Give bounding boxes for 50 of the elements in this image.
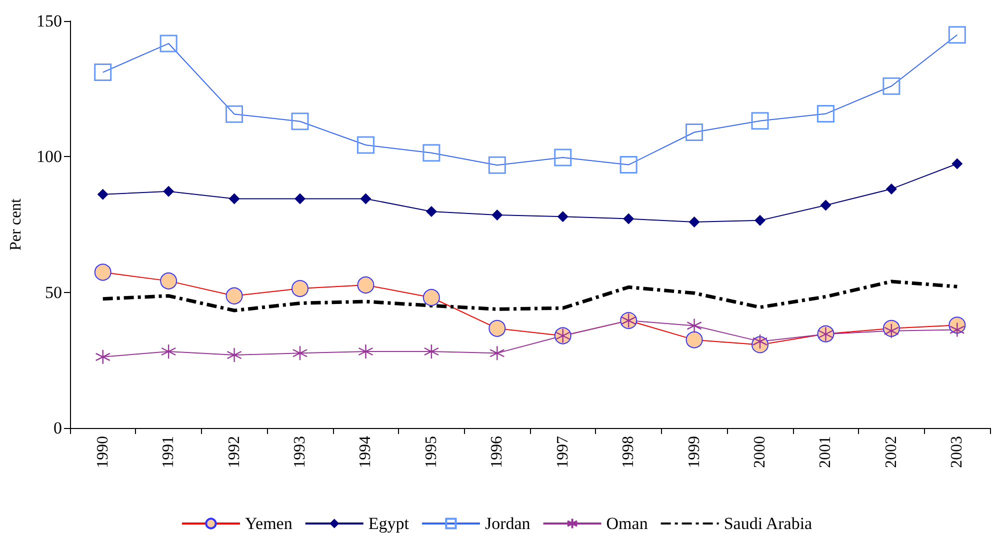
point [426, 206, 437, 217]
point [97, 188, 108, 200]
point [952, 158, 963, 170]
point [886, 183, 897, 194]
point [226, 347, 242, 363]
x-tick-label: 1995 [422, 436, 440, 468]
x-tick-label: 2003 [948, 436, 966, 468]
point [160, 344, 176, 360]
x-tick-label: 1990 [94, 436, 112, 468]
x-tick-label: 1991 [160, 436, 178, 468]
point [490, 346, 505, 361]
point [228, 193, 240, 204]
point [360, 193, 372, 204]
point [492, 210, 503, 221]
legend-label: Saudi Arabia [724, 514, 813, 533]
y-tick-label: 150 [36, 12, 62, 30]
point [557, 211, 568, 222]
point [424, 344, 440, 360]
x-tick-label: 1992 [226, 436, 243, 468]
point [686, 318, 702, 334]
point [820, 200, 832, 211]
x-tick-label: 1994 [357, 436, 374, 468]
legend-label: Oman [606, 514, 648, 533]
line-series [101, 280, 959, 312]
x-tick-label: 2002 [882, 436, 900, 468]
x-tick-label: 2000 [752, 436, 768, 468]
y-tick-label: 100 [36, 147, 62, 166]
point [754, 214, 766, 226]
point [294, 193, 306, 204]
legend-label: Jordan [484, 514, 531, 533]
point [358, 344, 374, 360]
point [950, 322, 965, 338]
point [623, 213, 634, 224]
legend-label: Egypt [368, 514, 410, 533]
x-tick-label: 1998 [620, 436, 638, 468]
x-tick-label: 1999 [686, 436, 703, 468]
legend-label: Yemen [244, 514, 293, 533]
x-tick-label: 1997 [554, 436, 572, 468]
point [163, 186, 174, 197]
point [884, 323, 900, 338]
point [752, 334, 768, 350]
y-tick-label: 0 [54, 418, 62, 438]
x-tick-label: 2001 [817, 436, 834, 468]
y-axis-title: Per cent [8, 198, 24, 250]
point [95, 349, 110, 365]
point [292, 346, 308, 361]
x-tick-label: 1993 [292, 436, 308, 468]
point [688, 216, 700, 228]
x-tick-label: 1996 [488, 436, 506, 468]
y-tick-label: 50 [45, 282, 62, 302]
